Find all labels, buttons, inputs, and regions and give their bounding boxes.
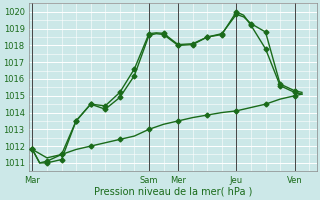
X-axis label: Pression niveau de la mer( hPa ): Pression niveau de la mer( hPa ) (94, 187, 252, 197)
